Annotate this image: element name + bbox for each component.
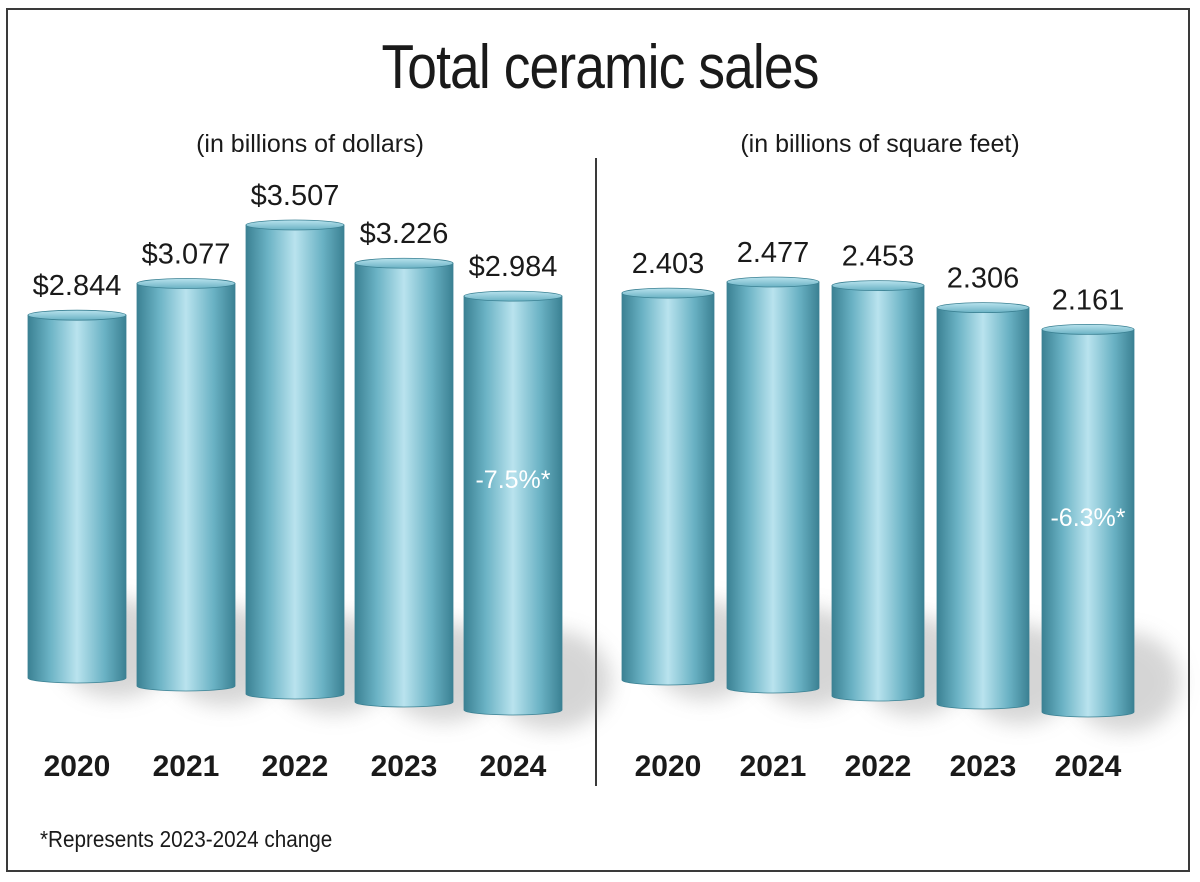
value-label: $3.507 [251, 180, 340, 212]
bar-cap [1041, 323, 1135, 335]
bar-cap [463, 290, 563, 302]
bar-cap [27, 309, 127, 321]
bar-2023 [354, 262, 454, 708]
value-label: 2.306 [947, 263, 1020, 295]
bar-2020 [27, 314, 127, 684]
x-tick-label: 2023 [371, 750, 438, 783]
value-label: 2.161 [1052, 284, 1125, 316]
bar-2021 [726, 281, 820, 694]
x-tick-label: 2022 [262, 750, 329, 783]
bar-cap [831, 280, 925, 292]
x-tick-label: 2020 [635, 750, 702, 783]
value-label: 2.403 [632, 248, 705, 280]
value-label: $3.077 [142, 238, 231, 270]
x-tick-label: 2022 [845, 750, 912, 783]
value-label: $2.844 [33, 270, 122, 302]
chart-subtitle: (in billions of dollars) [196, 130, 424, 158]
chart-subtitle: (in billions of square feet) [740, 130, 1019, 158]
bar-cap [136, 278, 236, 289]
bar-2022 [245, 224, 345, 700]
bar-2022 [831, 285, 925, 702]
value-label: $2.984 [469, 251, 558, 283]
x-tick-label: 2021 [740, 750, 807, 783]
change-annotation: -7.5%* [475, 466, 550, 494]
value-label: 2.477 [737, 237, 810, 269]
bar-cap [936, 302, 1030, 314]
x-tick-label: 2024 [1055, 750, 1122, 783]
footnote: *Represents 2023-2024 change [40, 826, 333, 852]
bar-2020 [621, 292, 715, 686]
change-annotation: -6.3%* [1050, 504, 1125, 532]
bar-2021 [136, 283, 236, 692]
page-title: Total ceramic sales [381, 33, 819, 102]
x-tick-label: 2020 [44, 750, 111, 783]
chart-frame [6, 8, 1190, 872]
x-tick-label: 2023 [950, 750, 1017, 783]
bar-cap [621, 287, 715, 299]
panel-divider [595, 158, 597, 786]
bar-cap [354, 257, 454, 269]
value-label: 2.453 [842, 241, 915, 273]
chart-panel-1: (in billions of dollars) $2.844 2020 $3.077… [27, 130, 611, 783]
chart-panel-2: (in billions of square feet) 2.403 2020 2.4… [621, 130, 1181, 783]
x-tick-label: 2021 [153, 750, 220, 783]
bar-2024 [463, 295, 563, 716]
bar-2024 [1041, 329, 1135, 718]
bar-2023 [936, 307, 1030, 710]
x-tick-label: 2024 [480, 750, 547, 783]
bar-cap [245, 219, 345, 231]
value-label: $3.226 [360, 218, 449, 250]
bar-cap [726, 276, 820, 288]
